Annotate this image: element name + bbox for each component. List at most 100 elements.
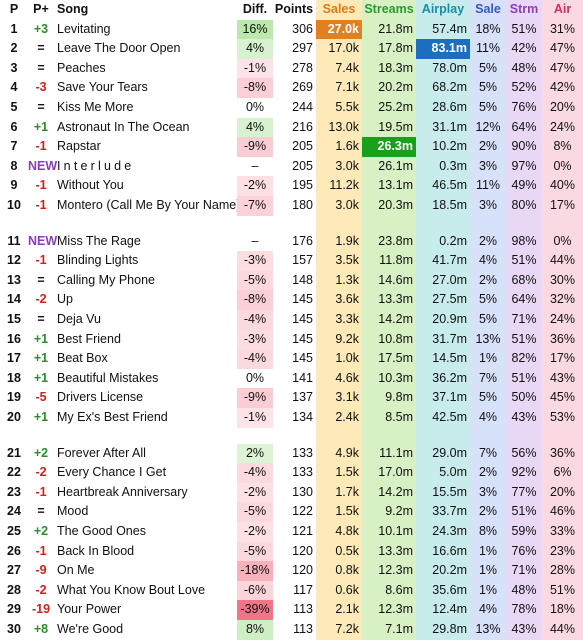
sale-share: 11% [475,178,501,193]
streams-value: 14.2m [378,484,413,499]
song-title[interactable]: Peaches [57,60,106,75]
points-diff: -18% [237,561,273,581]
airplay-share: 42% [549,80,576,95]
points-diff: -5% [237,541,273,562]
points-diff: – [251,158,259,173]
song-title[interactable]: Miss The Rage [57,233,141,248]
position: 2 [10,41,18,56]
song-title[interactable]: Levitating [57,21,111,36]
airplay-share: 17% [549,351,576,366]
position: 22 [7,465,21,480]
airplay-value: 29.0m [432,445,467,460]
song-title[interactable]: Montero (Call Me By Your Name) [57,198,237,212]
song-title[interactable]: Save Your Tears [57,80,148,95]
header-strm-pct[interactable]: Strm [509,2,539,16]
song-title[interactable]: We're Good [57,622,124,636]
streams-value: 17.0m [378,465,413,480]
airplay-share: 40% [549,178,576,193]
streams-value: 17.5m [378,351,413,366]
points-diff: 2% [237,443,273,464]
sales-value: 2.1k [335,602,359,617]
song-title[interactable]: Forever After All [57,445,146,460]
streams-value: 19.5m [378,119,413,134]
header-sales[interactable]: Sales [322,2,356,16]
header-song[interactable]: Song [57,2,89,16]
streams-value: 8.6m [385,582,413,597]
song-title[interactable]: Beat Box [57,351,108,366]
position: 8 [10,158,18,173]
position: 7 [10,139,18,154]
header-sale-pct[interactable]: Sale [475,2,501,16]
song-title[interactable]: Kiss Me More [57,100,134,114]
position: 10 [7,198,21,212]
song-title[interactable]: Beautiful Mistakes [57,370,159,385]
song-title[interactable]: Your Power [57,602,122,617]
sales-value: 1.7k [335,484,359,499]
position-change: -1 [35,543,47,558]
sales-value: 4.9k [335,445,359,460]
header-change[interactable]: P+ [33,2,49,16]
song-title[interactable]: Without You [57,178,124,193]
sales-value: 0.6k [335,582,359,597]
header-airplay[interactable]: Airplay [421,2,465,16]
points-diff: -4% [237,310,273,330]
song-title[interactable]: On Me [57,563,95,578]
strm-pct-column-bg [506,0,542,640]
song-title[interactable]: Leave The Door Open [57,41,181,56]
position: 13 [7,272,21,287]
airplay-share: 46% [549,504,576,519]
airplay-share: 0% [553,233,572,248]
position-change: +1 [33,370,49,385]
song-title[interactable]: My Ex's Best Friend [57,410,168,424]
table-row: 6 +1 Astronaut In The Ocean 4% 216 13.0k 19.5m… [0,117,583,138]
points-diff: -3% [237,329,273,350]
position-change: -1 [35,198,47,212]
song-title[interactable]: Mood [57,504,89,519]
header-streams[interactable]: Streams [364,2,414,16]
header-points[interactable]: Points [274,2,314,16]
header-diff[interactable]: Diff. [242,2,268,16]
points-diff: -2% [237,176,273,196]
streams-value: 18.3m [378,60,413,75]
stream-share: 98% [511,233,537,248]
sales-value: 7.1k [335,80,359,95]
song-title[interactable]: Heartbreak Anniversary [57,484,188,499]
song-title[interactable]: Interlude [57,158,135,173]
song-title[interactable]: Up [57,292,73,307]
song-title[interactable]: Rapstar [57,139,101,154]
position-change: = [37,100,45,114]
song-title[interactable]: Every Chance I Get [57,465,167,480]
airplay-share: 47% [549,41,576,56]
sales-value: 3.3k [335,312,359,326]
song-title[interactable]: Deja Vu [57,312,102,326]
sale-share: 3% [478,198,498,212]
table-row: 2 = Leave The Door Open 4% 297 17.0k 17.8m 83.1… [0,39,583,59]
song-title[interactable]: The Good Ones [57,524,146,538]
song-title[interactable]: Back In Blood [57,543,135,558]
airplay-value: 24.3m [432,524,467,538]
table-row: 13 = Calling My Phone -5% 148 1.3k 14.6m 27.0m 2… [0,270,583,291]
header-pos[interactable]: P [9,2,19,16]
song-title[interactable]: What You Know Bout Love [57,582,206,597]
song-title[interactable]: Calling My Phone [57,272,155,287]
song-title[interactable]: Drivers License [57,390,144,405]
airplay-value: 27.5m [432,292,467,307]
sales-value: 27.0k [316,19,362,40]
airplay-value: 20.2m [432,563,467,578]
points: 244 [292,100,313,114]
header-air-pct[interactable]: Air [553,2,572,16]
sales-value: 7.4k [335,60,359,75]
song-title[interactable]: Astronaut In The Ocean [57,119,190,134]
points-diff: -8% [237,78,273,98]
stream-share: 51% [511,504,537,519]
table-row: 3 = Peaches -1% 278 7.4k 18.3m 78.0m 5% 48% 47% [0,58,583,79]
stream-share: 51% [511,21,537,36]
streams-value: 9.2m [385,504,413,519]
airplay-value: 14.5m [432,351,467,366]
song-title[interactable]: Blinding Lights [57,253,139,268]
song-title[interactable]: Best Friend [57,331,121,346]
airplay-value: 41.7m [432,253,467,268]
airplay-value: 28.6m [432,100,467,114]
sale-share: 8% [478,524,498,538]
